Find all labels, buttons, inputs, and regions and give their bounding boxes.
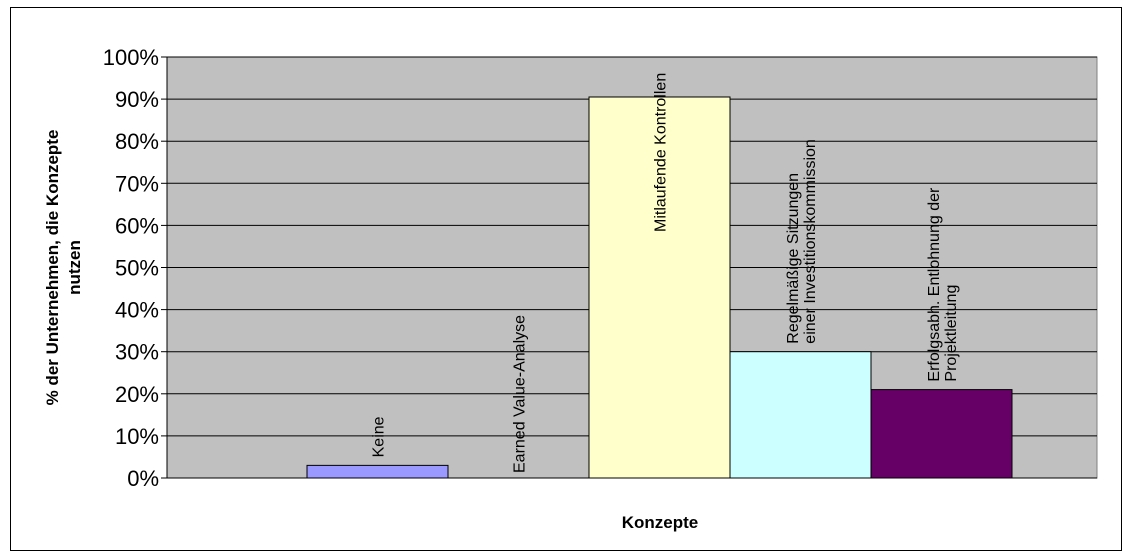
y-tick-label: 50%	[115, 256, 159, 281]
y-tick-label: 70%	[115, 171, 159, 196]
y-tick-label: 80%	[115, 129, 159, 154]
y-axis-title-line: nutzen	[65, 240, 84, 295]
bar-label-line: Projektleitung	[943, 285, 960, 382]
bar-label-line: Mitlaufende Kontrollen	[653, 73, 670, 232]
bar-3	[588, 96, 731, 479]
y-axis-title-line: % der Unternehmen, die Konzepte	[43, 130, 62, 406]
bar-label-4: Regelmäßige Sitzungeneiner Investitionsk…	[785, 139, 819, 344]
y-axis-title: % der Unternehmen, die Konzepte nutzen	[43, 130, 84, 406]
bar-5	[870, 389, 1013, 479]
y-tick-label: 10%	[115, 424, 159, 449]
y-tick-label: 60%	[115, 213, 159, 238]
bar-1	[306, 464, 449, 479]
bar-4	[729, 351, 872, 479]
bar-label-2: Earned Value-Analyse	[512, 315, 529, 473]
bar-label-line: Earned Value-Analyse	[512, 315, 529, 473]
bar-label-1: Keine	[371, 416, 388, 457]
bar-label-line: Keine	[371, 416, 388, 457]
bar-labels: Keine Earned Value-Analyse Mitlaufende Kon…	[371, 73, 961, 473]
y-tick-label: 30%	[115, 340, 159, 365]
y-tick-label: 20%	[115, 382, 159, 407]
y-tick-label: 100%	[103, 45, 159, 70]
x-axis-title: Konzepte	[622, 513, 699, 532]
bar-label-3: Mitlaufende Kontrollen	[653, 73, 670, 232]
bar-label-line: Regelmäßige Sitzungen	[785, 173, 802, 344]
bar-label-5: Erfolgsabh. Entlohnung derProjektleitung	[926, 187, 960, 382]
bars	[306, 96, 1013, 479]
y-tick-label: 0%	[127, 466, 159, 491]
bar-label-line: Erfolgsabh. Entlohnung der	[926, 187, 943, 382]
bar-label-line: einer Investitionskommission	[802, 139, 819, 344]
y-axis-ticks: 0% 10% 20% 30% 40% 50% 60% 70% 80% 90% 100%	[103, 45, 1097, 491]
y-tick-label: 40%	[115, 298, 159, 323]
y-tick-label: 90%	[115, 87, 159, 112]
